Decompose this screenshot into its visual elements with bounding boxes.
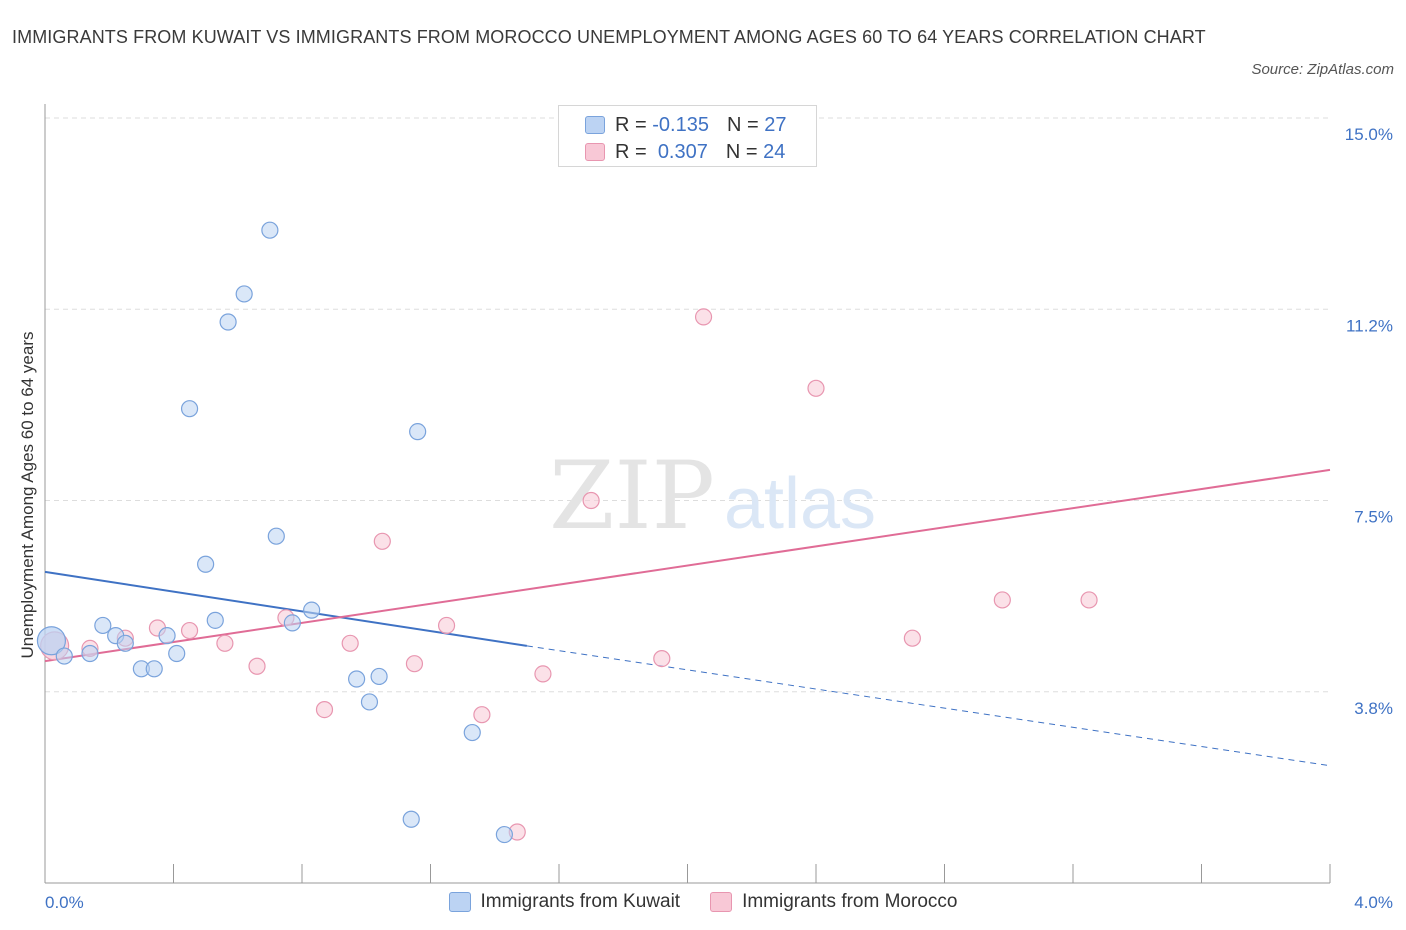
point-kuwait xyxy=(348,670,366,688)
legend-row-kuwait: R = -0.135 N = 27 xyxy=(585,113,786,137)
point-morocco xyxy=(534,665,552,683)
series-swatch-kuwait xyxy=(448,892,471,912)
stats-legend: R = -0.135 N = 27 R = 0.307 N = 24 xyxy=(558,105,817,167)
axis-layer xyxy=(44,104,1331,884)
point-morocco xyxy=(1080,591,1098,609)
point-kuwait xyxy=(81,644,99,663)
y-tick-label: 15.0% xyxy=(1345,125,1393,144)
point-kuwait xyxy=(219,313,237,331)
point-kuwait xyxy=(235,285,253,303)
point-kuwait xyxy=(116,634,134,652)
trendline-morocco xyxy=(44,468,1331,663)
legend-n-value: 24 xyxy=(763,140,786,163)
x-tick-label: 4.0% xyxy=(1354,893,1393,912)
point-kuwait xyxy=(55,647,73,665)
point-kuwait xyxy=(283,614,301,632)
point-morocco xyxy=(373,532,391,550)
point-kuwait xyxy=(36,626,67,656)
point-morocco xyxy=(216,634,234,652)
legend-r-label: R = xyxy=(615,140,647,163)
watermark-atlas: atlas xyxy=(724,464,876,544)
y-axis-label: Unemployment Among Ages 60 to 64 years xyxy=(18,331,37,659)
point-morocco xyxy=(248,657,266,675)
y-tick-label: 11.2% xyxy=(1346,316,1393,335)
series-legend: Immigrants from Kuwait Immigrants from M… xyxy=(0,888,1406,916)
point-kuwait xyxy=(206,611,224,629)
point-kuwait xyxy=(409,423,427,441)
legend-r-value: -0.135 xyxy=(652,113,709,136)
point-kuwait xyxy=(261,221,279,239)
tick-label-layer: 15.0% 11.2% 7.5% 3.8% 0.0% 4.0% xyxy=(45,125,1393,912)
legend-r-value: 0.307 xyxy=(657,140,708,163)
y-tick-label: 7.5% xyxy=(1354,508,1393,527)
x-tick-label: 0.0% xyxy=(45,893,84,912)
legend-r-label: R = xyxy=(615,113,647,136)
series-legend-label: Immigrants from Kuwait xyxy=(480,891,681,912)
point-kuwait xyxy=(145,660,163,678)
chart-title: IMMIGRANTS FROM KUWAIT VS IMMIGRANTS FRO… xyxy=(12,27,1206,47)
point-morocco xyxy=(315,700,334,719)
point-kuwait xyxy=(402,810,420,828)
point-kuwait xyxy=(303,601,321,619)
legend-swatch-morocco xyxy=(585,143,605,161)
point-morocco xyxy=(653,649,671,668)
y-tick-label: 3.8% xyxy=(1354,699,1393,718)
point-morocco xyxy=(405,655,424,673)
legend-n-label: N = xyxy=(725,140,758,163)
point-morocco xyxy=(807,379,825,397)
legend-swatch-kuwait xyxy=(585,116,605,134)
point-morocco xyxy=(437,616,456,635)
point-kuwait xyxy=(168,644,186,663)
point-kuwait xyxy=(463,723,481,742)
point-morocco xyxy=(993,591,1011,609)
point-kuwait xyxy=(495,825,513,844)
point-kuwait xyxy=(360,693,379,711)
series-legend-kuwait[interactable]: Immigrants from Kuwait xyxy=(448,891,681,913)
legend-n-value: 27 xyxy=(764,113,787,136)
point-kuwait xyxy=(94,616,112,635)
grid-layer xyxy=(45,117,1330,693)
legend-row-morocco: R = 0.307 N = 24 xyxy=(585,140,785,164)
series-legend-label: Immigrants from Morocco xyxy=(742,891,958,912)
trendline-kuwait-extended xyxy=(526,645,1331,767)
series-swatch-morocco xyxy=(710,892,733,912)
point-morocco xyxy=(341,634,359,652)
watermark-zip: ZIP xyxy=(549,442,715,551)
point-morocco xyxy=(582,491,600,510)
point-layer xyxy=(36,122,1098,844)
point-kuwait xyxy=(158,627,176,645)
point-morocco xyxy=(903,629,921,647)
legend-n-label: N = xyxy=(726,113,759,136)
point-kuwait xyxy=(180,400,199,418)
point-kuwait xyxy=(370,667,388,686)
point-kuwait xyxy=(267,527,285,545)
watermark: ZIP atlas xyxy=(549,442,876,551)
point-morocco xyxy=(473,706,491,724)
source-label: Source: ZipAtlas.com xyxy=(1251,61,1394,78)
series-legend-morocco[interactable]: Immigrants from Morocco xyxy=(710,891,957,913)
point-morocco xyxy=(694,308,713,326)
point-morocco xyxy=(180,621,199,640)
point-kuwait xyxy=(197,555,215,573)
